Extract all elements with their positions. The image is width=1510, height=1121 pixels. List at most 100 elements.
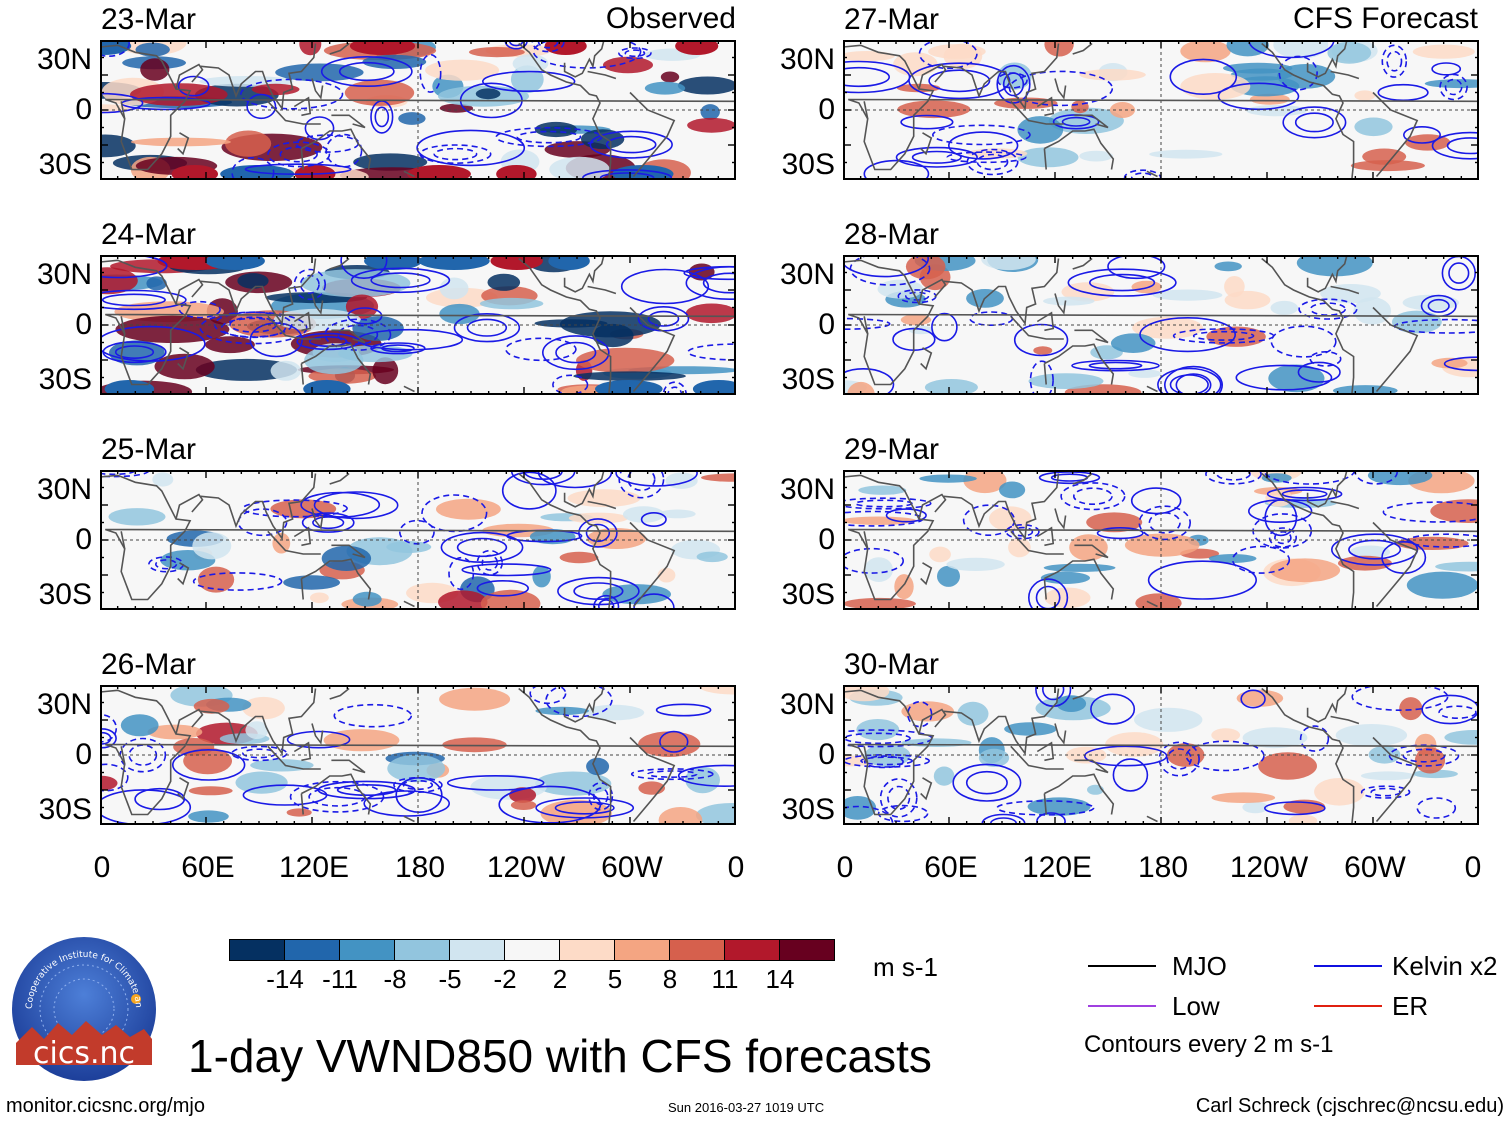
anomaly-cell <box>685 303 736 324</box>
anomaly-cell <box>901 738 972 747</box>
contour-line <box>456 537 508 558</box>
coastline <box>1036 96 1055 117</box>
map-canvas <box>100 685 736 825</box>
anomaly-cell <box>700 104 720 120</box>
contour-line <box>1386 50 1403 72</box>
contour-line <box>476 580 529 597</box>
coastline <box>403 170 415 178</box>
coastline <box>311 78 324 100</box>
map-panel-29-Mar <box>843 470 1479 610</box>
colorbar-swatch <box>614 939 670 961</box>
anomaly-cell <box>580 129 625 149</box>
anomaly-cell <box>242 696 285 720</box>
anomaly-cell <box>1056 695 1087 712</box>
contour-line <box>498 785 602 824</box>
contour-line <box>240 78 344 110</box>
anomaly-cell <box>146 276 167 291</box>
contour-line <box>843 732 911 745</box>
anomaly-cell <box>644 81 686 95</box>
contour-line <box>100 40 130 57</box>
coastline <box>100 44 735 171</box>
coastline <box>843 689 1478 816</box>
anomaly-cell <box>919 474 977 483</box>
panel-date-label: 25-Mar <box>101 433 197 466</box>
lat-label: 0 <box>75 308 92 341</box>
anomaly-cell <box>937 565 960 587</box>
contour-line <box>370 272 431 289</box>
anomaly-cell <box>660 71 680 83</box>
contour-line <box>599 172 655 180</box>
contour-line <box>1382 501 1479 523</box>
anomaly-cell <box>1414 747 1446 774</box>
anomaly-cell <box>568 512 628 524</box>
anomaly-cell <box>658 807 703 825</box>
anomaly-cell <box>677 76 736 95</box>
anomaly-cell <box>1152 289 1223 301</box>
contour-line <box>585 523 611 543</box>
contour-line <box>1028 578 1069 610</box>
coastline <box>267 315 321 340</box>
contour-line <box>647 310 680 327</box>
panel-date-label: 28-Mar <box>844 218 940 251</box>
anomaly-cell <box>1277 64 1336 89</box>
legend-label-mjo: MJO <box>1172 951 1227 981</box>
anomaly-cell <box>1017 147 1079 168</box>
anomaly-cell <box>856 719 900 741</box>
contour-line <box>1266 486 1343 502</box>
legend-line-low <box>1088 1005 1156 1007</box>
coastline <box>843 474 1478 601</box>
coastline <box>587 70 617 80</box>
colorbar-swatch <box>339 939 395 961</box>
contour-line <box>879 778 918 818</box>
anomaly-cell <box>353 153 428 171</box>
lon-label: 120W <box>1229 851 1309 884</box>
coastline <box>1330 70 1360 80</box>
contour-line <box>1071 359 1160 372</box>
anomaly-cell <box>894 574 914 600</box>
contour-line <box>1348 539 1402 560</box>
contour-line <box>900 114 954 130</box>
contour-line <box>1147 560 1258 600</box>
anomaly-cell <box>1065 746 1107 764</box>
coastline <box>403 385 415 393</box>
anomaly-cell <box>352 591 382 607</box>
contour-line <box>702 272 736 294</box>
coastline <box>1074 114 1109 129</box>
lat-label: 0 <box>818 93 835 126</box>
lat-label: 30N <box>779 258 835 291</box>
contour-line <box>996 64 1031 104</box>
anomaly-cell <box>957 701 989 726</box>
coastline <box>1306 686 1348 723</box>
lat-label: 30S <box>781 148 835 181</box>
coastline <box>1372 306 1419 393</box>
contour-line <box>516 130 582 144</box>
coastline <box>301 773 372 815</box>
contour-line <box>1444 78 1463 96</box>
anomaly-cell <box>946 557 1005 571</box>
map-canvas <box>100 255 736 395</box>
anomaly-cell <box>439 277 469 300</box>
anomaly-cell <box>436 498 501 520</box>
coastline <box>1306 471 1348 508</box>
coastline <box>629 736 676 823</box>
contour-line <box>863 159 930 180</box>
map-canvas <box>100 40 736 180</box>
contour-line <box>1169 58 1238 95</box>
contour-line <box>1298 298 1358 320</box>
anomaly-cell <box>999 481 1026 499</box>
anomaly-cell <box>687 117 736 133</box>
contour-line <box>242 748 277 759</box>
contour-line <box>101 293 166 307</box>
contour-line <box>1330 533 1419 566</box>
anomaly-cell <box>933 766 955 786</box>
coastline <box>311 293 324 315</box>
anomaly-cell <box>310 592 329 604</box>
anomaly-cell <box>534 121 578 138</box>
anomaly-cell <box>418 255 490 270</box>
contour-line <box>557 576 640 606</box>
anomaly-cell <box>981 255 1036 271</box>
coastline <box>100 259 735 386</box>
contour-line <box>582 169 673 180</box>
contour-line <box>333 703 413 728</box>
anomaly-cell <box>1027 797 1091 816</box>
